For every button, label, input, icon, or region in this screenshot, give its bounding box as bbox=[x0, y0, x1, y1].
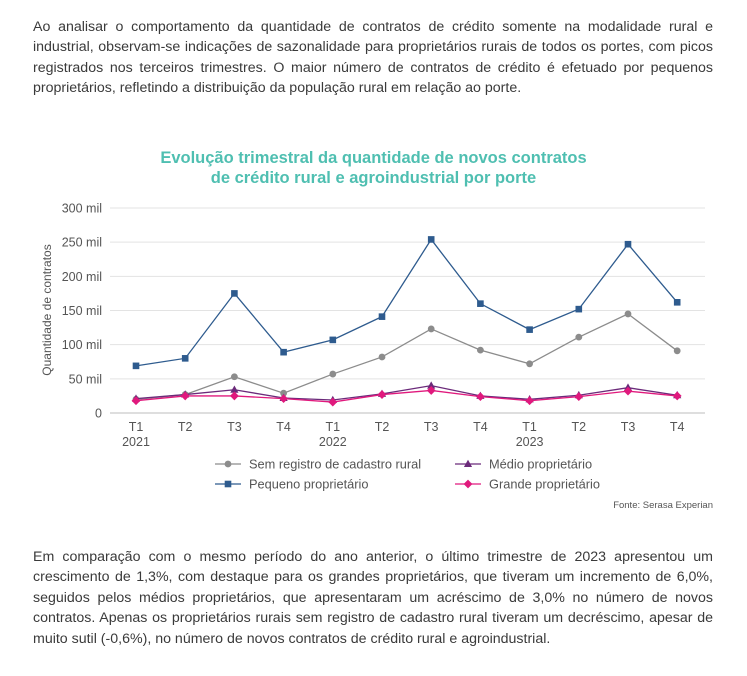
y-tick-label: 150 mil bbox=[62, 304, 102, 318]
legend-item: Grande proprietário bbox=[455, 477, 600, 492]
data-point bbox=[377, 390, 387, 399]
data-point bbox=[280, 348, 287, 356]
grid-lines bbox=[110, 207, 705, 414]
x-axis-ticks: T1 T2 T3 T4 T1 T2 T3 T4 T1 T2 T3 T4 2021 2022 2023 bbox=[122, 420, 684, 449]
data-point bbox=[378, 353, 386, 361]
x-tick-label: T1 bbox=[522, 420, 537, 434]
data-point bbox=[328, 397, 338, 407]
x-tick-label: T2 bbox=[572, 420, 587, 434]
data-point bbox=[279, 394, 288, 404]
data-point bbox=[180, 391, 190, 401]
legend-item: Médio proprietário bbox=[455, 457, 592, 472]
data-point bbox=[426, 386, 436, 395]
series-line bbox=[135, 385, 678, 401]
data-point bbox=[672, 391, 682, 401]
y-tick-label: 100 mil bbox=[62, 338, 102, 352]
legend: Sem registro de cadastro rural Médio prop… bbox=[215, 457, 600, 492]
series-2 bbox=[132, 236, 681, 370]
x-tick-label: T3 bbox=[227, 420, 242, 434]
x-tick-label: T2 bbox=[375, 420, 390, 434]
legend-label: Grande proprietário bbox=[489, 477, 600, 492]
y-tick-label: 50 mil bbox=[69, 372, 102, 386]
data-point bbox=[525, 396, 534, 406]
legend-label: Sem registro de cadastro rural bbox=[249, 457, 421, 472]
data-point bbox=[526, 326, 533, 333]
y-axis-label: Quantidade de contratos bbox=[40, 244, 54, 375]
x-tick-label: T4 bbox=[473, 420, 488, 434]
data-point bbox=[673, 299, 681, 306]
data-point bbox=[280, 389, 287, 397]
legend-marker bbox=[224, 480, 232, 488]
data-point bbox=[378, 313, 386, 320]
data-point bbox=[132, 362, 140, 370]
data-point bbox=[427, 381, 436, 389]
y-tick-label: 250 mil bbox=[62, 236, 102, 250]
x-tick-label: T3 bbox=[424, 420, 439, 434]
x-tick-label: T1 bbox=[326, 420, 341, 434]
series-line bbox=[135, 313, 678, 400]
y-tick-label: 200 mil bbox=[62, 270, 102, 284]
data-point bbox=[526, 360, 533, 368]
series-line bbox=[135, 238, 678, 367]
data-point bbox=[427, 325, 435, 333]
legend-marker bbox=[463, 479, 473, 489]
data-point bbox=[329, 370, 337, 378]
data-point bbox=[624, 310, 632, 318]
data-point bbox=[329, 336, 337, 344]
chart-title: Evolução trimestral da quantidade de nov… bbox=[0, 148, 747, 188]
source-note: Fonte: Serasa Experian bbox=[613, 500, 713, 511]
legend-label: Médio proprietário bbox=[489, 457, 592, 472]
chart-title-line-1: Evolução trimestral da quantidade de nov… bbox=[160, 149, 587, 167]
x-tick-label: T4 bbox=[276, 420, 291, 434]
x-year-label: 2021 bbox=[122, 435, 150, 449]
legend-label: Pequeno proprietário bbox=[249, 477, 369, 492]
x-tick-label: T3 bbox=[621, 420, 636, 434]
x-year-label: 2022 bbox=[319, 435, 347, 449]
data-point bbox=[575, 333, 583, 341]
data-point bbox=[181, 355, 189, 362]
intro-paragraph: Ao analisar o comportamento da quantidad… bbox=[33, 19, 713, 97]
data-point bbox=[673, 347, 681, 355]
data-point bbox=[230, 391, 239, 401]
legend-marker bbox=[463, 459, 473, 467]
series-1 bbox=[132, 310, 681, 403]
y-axis-ticks: 0 50 mil 100 mil 150 mil 200 mil 250 mil 300 m… bbox=[62, 202, 102, 421]
series-layer bbox=[131, 236, 682, 407]
x-year-label: 2023 bbox=[516, 435, 544, 449]
x-tick-label: T2 bbox=[178, 420, 193, 434]
x-tick-label: T4 bbox=[670, 420, 685, 434]
data-point bbox=[477, 300, 484, 307]
data-point bbox=[575, 305, 583, 313]
series-4 bbox=[131, 386, 682, 407]
y-tick-label: 0 bbox=[95, 407, 102, 421]
x-tick-label: T1 bbox=[129, 420, 144, 434]
data-point bbox=[230, 385, 239, 393]
series-line bbox=[135, 389, 678, 403]
data-point bbox=[231, 290, 238, 297]
data-point bbox=[477, 346, 484, 354]
data-point bbox=[624, 240, 632, 248]
data-point bbox=[476, 392, 485, 401]
legend-item: Sem registro de cadastro rural bbox=[215, 457, 421, 472]
y-tick-label: 300 mil bbox=[62, 202, 102, 216]
data-point bbox=[131, 396, 141, 406]
data-point bbox=[574, 392, 584, 401]
legend-item: Pequeno proprietário bbox=[215, 477, 369, 492]
legend-marker bbox=[224, 460, 232, 468]
data-point bbox=[623, 386, 633, 396]
chart-title-line-2: de crédito rural e agroindustrial por po… bbox=[210, 169, 537, 187]
data-point bbox=[231, 373, 238, 381]
summary-paragraph: Em comparação com o mesmo período do ano… bbox=[33, 549, 713, 647]
data-point bbox=[427, 236, 435, 243]
